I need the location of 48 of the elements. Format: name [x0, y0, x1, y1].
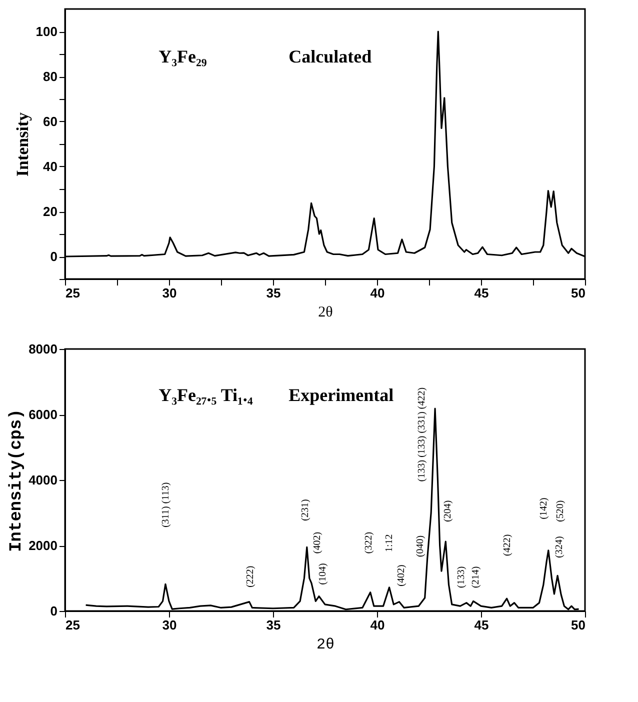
x-tick-label: 40 [370, 618, 385, 632]
x-tick-label: 30 [162, 286, 177, 300]
x-tick-label: 50 [571, 286, 586, 300]
y-axis-title: Intensity(cps) [8, 409, 27, 552]
annotation: (231) [300, 499, 312, 521]
annotation: (402) [312, 532, 324, 554]
y-axis-title: Intensity [12, 112, 32, 177]
annotation: (133) [456, 566, 468, 588]
y-tick-label: 8000 [28, 342, 58, 356]
annotation: (324) [554, 536, 565, 558]
annotation: (142) [538, 498, 550, 520]
annotation: (520) [555, 500, 566, 522]
annotation: 1:12 [384, 534, 395, 552]
x-tick-label: 35 [266, 618, 281, 632]
y-tick-label: 2000 [28, 538, 58, 553]
annotation: Calculated [288, 46, 372, 67]
y-tick-label: 0 [50, 604, 58, 618]
y-tick-label: 20 [43, 204, 58, 219]
y-tick-label: 40 [43, 159, 58, 174]
x-tick-label: 30 [162, 618, 177, 632]
annotation: (322) [364, 532, 375, 554]
x-axis-title: 2θ [316, 636, 335, 654]
annotation: (422) [502, 534, 513, 556]
x-tick-label: 25 [66, 286, 80, 300]
x-tick-label: 45 [474, 286, 489, 300]
annotation: (104) [317, 563, 328, 585]
annotation: (214) [470, 566, 482, 588]
annotation: (222) [245, 566, 256, 588]
y-tick-label: 0 [50, 249, 58, 264]
annotation: (402) [396, 564, 407, 586]
annotation: (133) (133) (331) (422) [416, 387, 428, 482]
x-tick-label: 40 [370, 286, 385, 300]
annotation: (040) [415, 535, 426, 558]
x-tick-label: 25 [66, 618, 80, 632]
annotation: Experimental [288, 385, 394, 406]
y-tick-label: 4000 [28, 472, 58, 488]
y-tick-label: 80 [43, 69, 58, 84]
x-tick-label: 45 [474, 618, 489, 632]
annotation: (204) [442, 500, 454, 522]
y-tick-label: 100 [36, 24, 58, 39]
x-tick-label: 35 [266, 286, 281, 300]
y-tick-label: 6000 [28, 407, 58, 422]
annotation: (311) (113) [160, 482, 172, 528]
annotation: Y₃Fe₂₉ [158, 46, 208, 67]
annotation: Y₃Fe₂₇.₅ Ti₁.₄ [158, 385, 254, 406]
x-tick-label: 50 [571, 618, 586, 632]
x-axis-title: 2θ [318, 304, 333, 320]
y-tick-label: 60 [43, 114, 58, 129]
